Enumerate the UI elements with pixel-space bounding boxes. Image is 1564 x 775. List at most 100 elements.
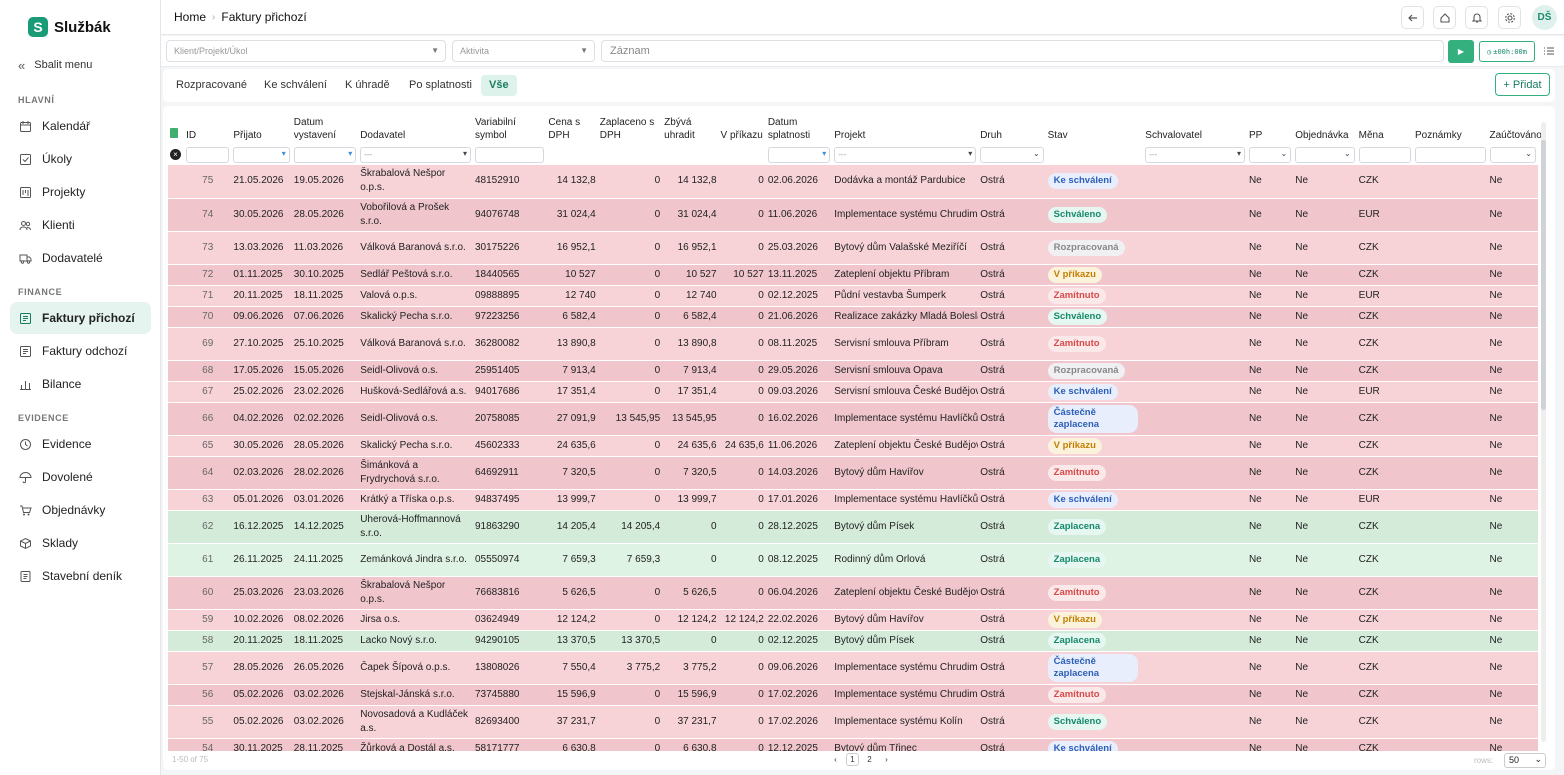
col-druh[interactable]: Druh (980, 130, 1002, 141)
filter-druh-select[interactable]: ⌄ (980, 146, 1044, 163)
col-zaplaceno[interactable]: Zaplaceno s DPH (599, 117, 655, 141)
table-row[interactable]: 74 30.05.2026 28.05.2026 Vobořilová a Proše… (168, 198, 1538, 232)
record-input[interactable]: Záznam (601, 40, 1444, 62)
col-variabilni-symbol[interactable]: Variabilní symbol (474, 117, 516, 141)
col-prijato[interactable]: Přijato (233, 130, 262, 141)
col-cena[interactable]: Cena s DPH (548, 117, 581, 141)
breadcrumb-home[interactable]: Home (174, 10, 207, 24)
filter-splatnost-cell: ▾ (765, 144, 833, 165)
table-row[interactable]: 60 25.03.2026 23.03.2026 Škrabalová Nešpor … (168, 576, 1538, 610)
col-dodavatel[interactable]: Dodavatel (360, 130, 406, 141)
activity-select[interactable]: Aktivita ▼ (452, 40, 595, 62)
sidebar-item-objednavky[interactable]: Objednávky (10, 494, 151, 526)
filter-vystaveni-input[interactable]: ▾ (293, 146, 357, 163)
table-row[interactable]: 69 27.10.2025 25.10.2025 Válková Baranová s… (168, 327, 1538, 361)
col-v-prikazu[interactable]: V příkazu (720, 130, 763, 141)
sidebar-item-projekty[interactable]: Projekty (10, 176, 151, 208)
filter-id-input[interactable] (186, 146, 230, 163)
tab-k-uhrade[interactable]: K úhradě (345, 79, 390, 91)
sidebar-item-dovolene[interactable]: Dovolené (10, 461, 151, 493)
filter-prijato-input[interactable]: ▾ (233, 146, 290, 163)
filter-vs-input[interactable] (474, 146, 545, 163)
sidebar-item-faktury-odchozi[interactable]: Faktury odchozí (10, 335, 151, 367)
filter-dodavatel-select[interactable]: --- ▾ (360, 146, 471, 163)
notifications-button[interactable] (1465, 6, 1488, 29)
filter-zauctovano-select[interactable]: ⌄ (1489, 146, 1536, 163)
spreadsheet-icon[interactable] (170, 128, 178, 138)
app-logo[interactable]: S Službák (28, 17, 111, 37)
table-row[interactable]: 68 17.05.2026 15.05.2026 Seidl-Olivová o.s.… (168, 360, 1538, 382)
sidebar-item-klienti[interactable]: Klienti (10, 209, 151, 241)
table-row[interactable]: 75 21.05.2026 19.05.2026 Škrabalová Nešpor … (168, 165, 1538, 199)
table-row[interactable]: 61 26.11.2025 24.11.2025 Zemánková Jindra s… (168, 543, 1538, 577)
col-mena[interactable]: Měna (1358, 130, 1384, 141)
table-row[interactable]: 57 28.05.2026 26.05.2026 Čapek Šípová o.p.s… (168, 651, 1538, 685)
table-row[interactable]: 64 02.03.2026 28.02.2026 Šimánková a Frydry… (168, 456, 1538, 490)
table-row[interactable]: 63 05.01.2026 03.01.2026 Krátký a Tříska o.… (168, 489, 1538, 511)
col-stav[interactable]: Stav (1047, 130, 1068, 141)
filter-projekt-select[interactable]: --- ▾ (834, 146, 977, 163)
tab-vse[interactable]: Vše (481, 75, 517, 96)
clear-filter-icon[interactable]: × (170, 149, 181, 160)
cell-druh: Ostrá (978, 510, 1046, 544)
sidebar-item-stavebni-denik[interactable]: Stavební deník (10, 560, 151, 592)
sidebar-item-faktury-prichozi[interactable]: Faktury přichozí (10, 302, 151, 334)
table-row[interactable]: 72 01.11.2025 30.10.2025 Sedlář Peštová s.r… (168, 264, 1538, 286)
col-poznamky[interactable]: Poznámky (1415, 130, 1462, 141)
timer-display[interactable]: ◷ ±00h:00m (1479, 41, 1535, 62)
user-avatar[interactable]: DŠ (1532, 5, 1557, 30)
prev-page-button[interactable]: ‹ (834, 755, 837, 764)
filter-splatnost-input[interactable]: ▾ (767, 146, 831, 163)
time-entries-button[interactable] (1539, 42, 1559, 60)
sidebar-item-sklady[interactable]: Sklady (10, 527, 151, 559)
tab-ke-schvaleni[interactable]: Ke schválení (264, 79, 327, 91)
col-schvalovatel[interactable]: Schvalovatel (1145, 130, 1202, 141)
table-row[interactable]: 67 25.02.2026 23.02.2026 Hušková-Sedlářová … (168, 381, 1538, 403)
page-1-button[interactable]: 1 (846, 753, 859, 766)
col-datum-splatnosti[interactable]: Datum splatnosti (767, 117, 811, 141)
col-zauctovano[interactable]: Zaúčtováno (1489, 130, 1542, 141)
cell-stav: Ke schválení (1045, 381, 1144, 403)
table-row[interactable]: 71 20.11.2025 18.11.2025 Valová o.p.s. 09888… (168, 285, 1538, 307)
client-project-select[interactable]: Klient/Projekt/Úkol ▼ (166, 40, 446, 62)
table-row[interactable]: 66 04.02.2026 02.02.2026 Seidl-Olivová o.s.… (168, 402, 1538, 436)
sidebar-item-kalendar[interactable]: Kalendář (10, 110, 151, 142)
table-scrollbar[interactable] (1541, 122, 1546, 742)
sidebar-item-evidence[interactable]: Evidence (10, 428, 151, 460)
add-invoice-button[interactable]: + Přidat (1495, 73, 1550, 96)
filter-objednavka-select[interactable]: ⌄ (1295, 146, 1355, 163)
filter-mena-input[interactable] (1358, 146, 1412, 163)
start-timer-button[interactable]: ▶ (1448, 40, 1474, 63)
table-row[interactable]: 59 10.02.2026 08.02.2026 Jirsa o.s. 03624949… (168, 609, 1538, 631)
settings-button[interactable] (1498, 6, 1521, 29)
filter-schvalovatel-select[interactable]: --- ▾ (1145, 146, 1245, 163)
collapse-menu-button[interactable]: « Sbalit menu (18, 57, 92, 73)
sidebar-item-dodavatele[interactable]: Dodavatelé (10, 242, 151, 274)
table-row[interactable]: 73 13.03.2026 11.03.2026 Válková Baranová s… (168, 231, 1538, 265)
tab-rozpracovane[interactable]: Rozpracované (176, 79, 247, 91)
table-row[interactable]: 65 30.05.2026 28.05.2026 Skalický Pecha s.r… (168, 435, 1538, 457)
col-pp[interactable]: PP (1248, 130, 1263, 141)
filter-poznamky-input[interactable] (1415, 146, 1486, 163)
sidebar-item-bilance[interactable]: Bilance (10, 368, 151, 400)
table-row[interactable]: 62 16.12.2025 14.12.2025 Uherová-Hoffmannov… (168, 510, 1538, 544)
table-row[interactable]: 56 05.02.2026 03.02.2026 Stejskal-Jánská s.… (168, 684, 1538, 706)
table-row[interactable]: 55 05.02.2026 03.02.2026 Novosadová a Kudlá… (168, 705, 1538, 739)
home-button[interactable] (1433, 6, 1456, 29)
table-row[interactable]: 70 09.06.2026 07.06.2026 Skalický Pecha s.r… (168, 306, 1538, 328)
col-id[interactable]: ID (186, 130, 197, 141)
scrollbar-thumb[interactable] (1541, 140, 1546, 410)
page-2-button[interactable]: 2 (867, 755, 872, 764)
table-row[interactable]: 58 20.11.2025 18.11.2025 Lacko Nový s.r.o. 9… (168, 630, 1538, 652)
tab-po-splatnosti[interactable]: Po splatnosti (409, 79, 472, 91)
col-objednavka[interactable]: Objednávka (1295, 130, 1349, 141)
col-projekt[interactable]: Projekt (834, 130, 866, 141)
col-zbyva[interactable]: Zbývá uhradit (664, 117, 695, 141)
cell-datum-splatnosti: 06.04.2026 (765, 576, 833, 610)
sidebar-item-ukoly[interactable]: Úkoly (10, 143, 151, 175)
back-button[interactable] (1401, 6, 1424, 29)
rows-per-page-select[interactable]: 50 ⌄ (1504, 753, 1546, 768)
filter-pp-select[interactable]: ⌄ (1248, 146, 1292, 163)
next-page-button[interactable]: › (885, 755, 888, 764)
col-datum-vystaveni[interactable]: Datum vystavení (293, 117, 337, 141)
